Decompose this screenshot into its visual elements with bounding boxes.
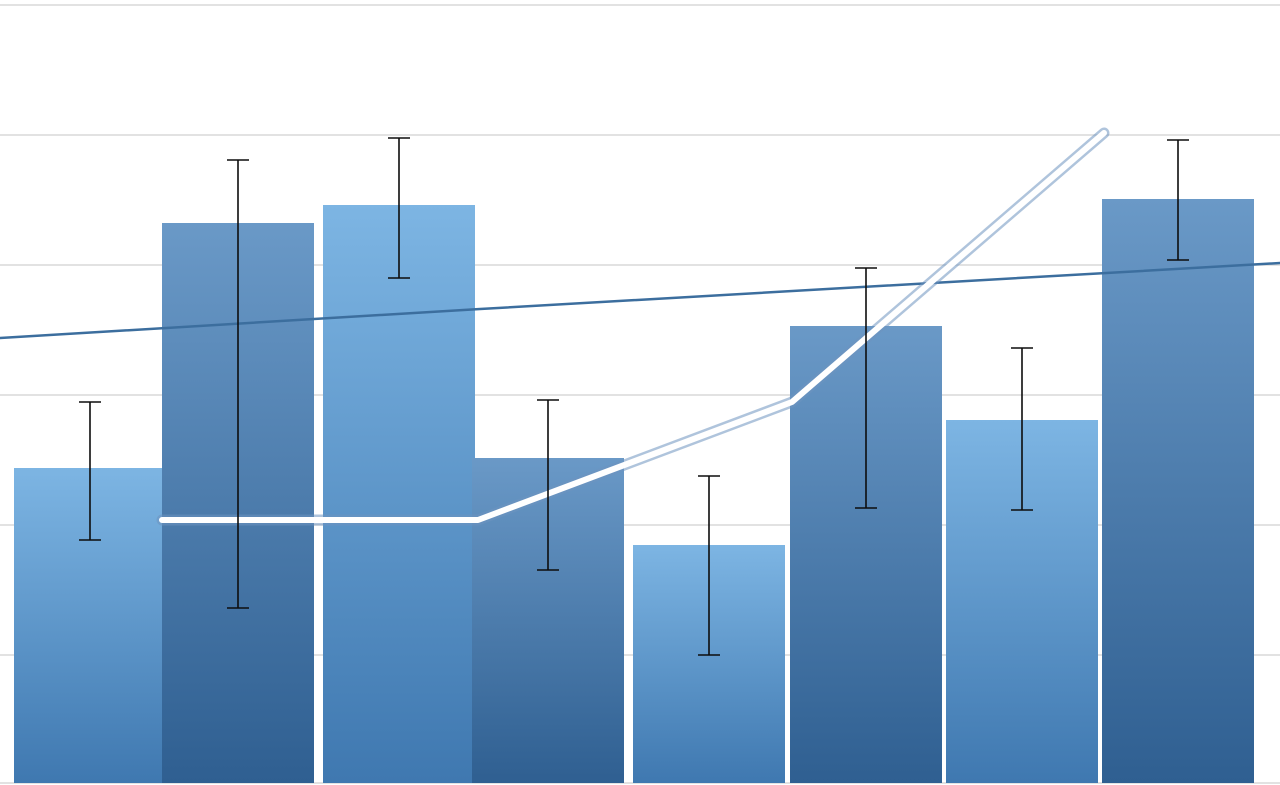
chart-svg bbox=[0, 0, 1280, 785]
bar-front bbox=[323, 205, 475, 783]
bar-chart bbox=[0, 0, 1280, 785]
bar-back bbox=[1102, 199, 1254, 783]
